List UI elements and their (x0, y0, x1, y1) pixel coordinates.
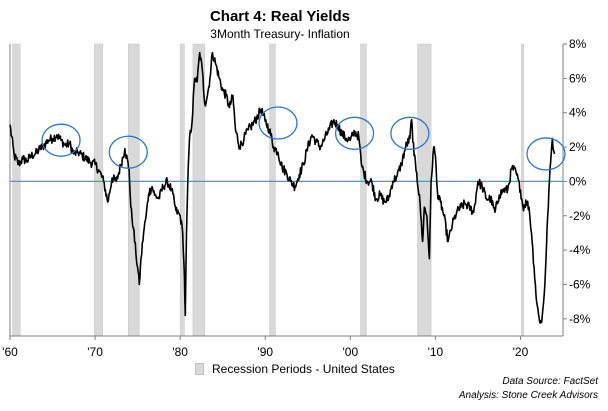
recession-band-7 (360, 43, 367, 337)
y-tick-label: 2% (569, 140, 587, 154)
series-lines (9, 51, 556, 324)
legend-label: Recession Periods - United States (212, 362, 395, 376)
x-tick-label: '90 (257, 345, 273, 359)
chart-subtitle: 3Month Treasury- Inflation (210, 27, 350, 41)
recession-band-8 (417, 43, 432, 337)
x-tick-label: '70 (87, 345, 103, 359)
x-axis-ticks: '60 '70 '80 '90 '00 '10 '20 (2, 336, 529, 359)
y-tick-label: -2% (569, 209, 591, 223)
recession-band-9 (521, 43, 525, 337)
x-tick-label: '20 (513, 345, 529, 359)
y-tick-label: -8% (569, 312, 591, 326)
data-source-note: Data Source: FactSet (502, 376, 598, 387)
highlight-circle-6 (526, 137, 566, 171)
highlight-circle-1 (41, 123, 81, 157)
y-tick-label: -6% (569, 277, 591, 291)
recession-bands (12, 43, 525, 337)
legend: Recession Periods - United States (195, 362, 395, 376)
x-tick-label: '10 (428, 345, 444, 359)
x-tick-label: '60 (2, 345, 18, 359)
series-line-1 (9, 51, 556, 324)
recession-band-4 (179, 43, 185, 337)
y-tick-label: 4% (569, 106, 587, 120)
highlight-circles (41, 106, 566, 171)
recession-band-6 (269, 43, 276, 337)
highlight-circle-5 (390, 116, 430, 150)
highlight-circle-3 (258, 106, 298, 140)
y-tick-label: 8% (569, 37, 587, 51)
plot-frame (9, 44, 564, 337)
x-tick-label: '00 (342, 345, 358, 359)
legend-recession-swatch (195, 363, 204, 375)
y-axis-ticks: 8% 6% 4% 2% 0% -2% -4% -6% -8% (563, 37, 591, 326)
chart-title: Chart 4: Real Yields (209, 8, 351, 25)
highlight-circle-4 (334, 116, 375, 150)
recession-band-1 (12, 43, 21, 337)
x-tick-label: '80 (172, 345, 188, 359)
y-tick-label: 6% (569, 71, 587, 85)
analysis-note: Analysis: Stone Creek Advisors (458, 390, 598, 401)
y-tick-label: -4% (569, 243, 591, 257)
highlight-circle-2 (108, 135, 148, 169)
recession-band-2 (93, 43, 103, 337)
y-tick-label: 0% (569, 174, 587, 188)
